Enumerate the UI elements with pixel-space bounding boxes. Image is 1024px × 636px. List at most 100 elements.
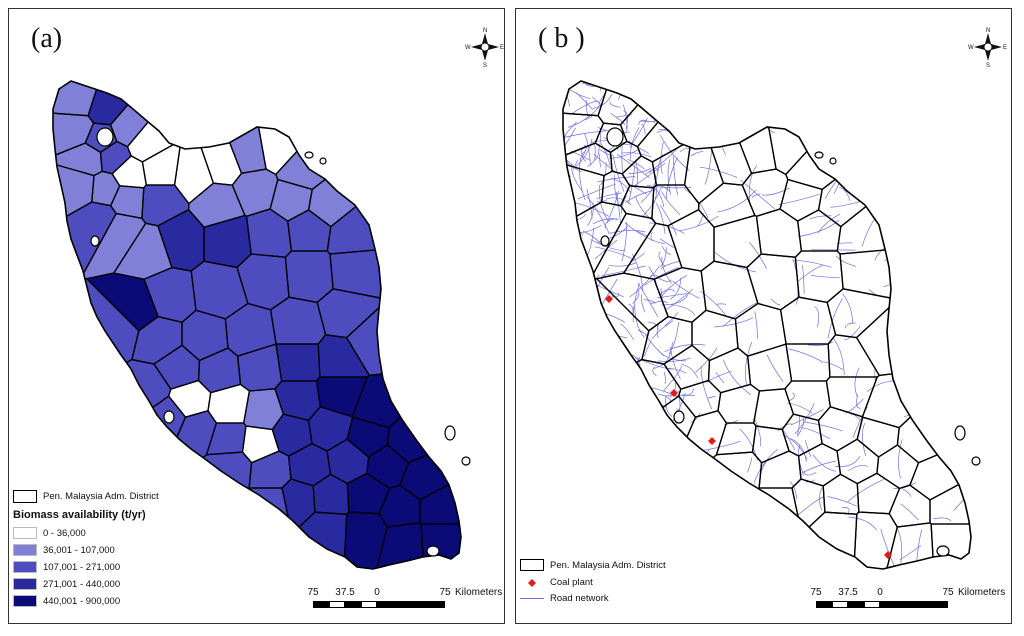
district-area — [80, 213, 146, 279]
district-area — [225, 303, 277, 357]
district-area — [243, 388, 284, 430]
road-segment — [636, 450, 643, 495]
district-area — [347, 473, 390, 514]
road-segment — [690, 412, 701, 423]
district-area — [168, 380, 211, 418]
road-segment — [651, 320, 674, 340]
road-segment — [623, 88, 644, 93]
road-segment — [624, 498, 634, 541]
district-area — [162, 488, 292, 569]
road-segment — [599, 154, 602, 168]
road-segment — [575, 92, 593, 110]
road-segment — [620, 195, 627, 214]
road-segment — [789, 392, 795, 401]
district-area — [249, 451, 291, 488]
road-segment — [796, 417, 805, 437]
road-segment — [599, 493, 612, 496]
road-segment — [795, 496, 824, 517]
road-segment — [753, 448, 779, 484]
road-segment — [670, 422, 680, 442]
legend-coal-label: Coal plant — [550, 577, 593, 588]
road-segment — [567, 295, 571, 331]
island — [163, 410, 175, 424]
road-segment — [563, 150, 582, 173]
road-segment — [659, 134, 690, 171]
scale-bar-a: 75 37.5 0 75 Kilometers — [299, 587, 502, 619]
scale-tick: 37.5 — [838, 587, 858, 598]
compass-n: N — [483, 28, 487, 34]
road-segment — [801, 427, 831, 440]
district-border — [751, 425, 790, 464]
road-segment — [595, 448, 617, 483]
road-segment — [563, 137, 569, 163]
district-border — [836, 106, 971, 255]
road-segment — [669, 277, 682, 300]
district-area — [204, 215, 252, 268]
district-area — [387, 356, 461, 463]
legend-class-label: 440,001 - 900,000 — [43, 595, 121, 607]
road-segment — [656, 324, 659, 338]
road-segment — [590, 449, 626, 454]
road-segment — [630, 367, 649, 405]
island — [319, 157, 327, 165]
compass-s: S — [986, 63, 990, 67]
district-border — [883, 522, 935, 569]
road-segment — [805, 479, 815, 483]
road-segment — [854, 367, 860, 397]
road-segment — [761, 187, 790, 196]
road-segment — [618, 485, 632, 530]
road-segment — [663, 365, 683, 391]
road-segment — [636, 421, 663, 428]
road-segment — [714, 317, 754, 328]
district-area — [110, 185, 144, 219]
district-border — [817, 81, 971, 228]
road-segment — [583, 115, 593, 121]
road-segment — [605, 471, 611, 508]
road-segment — [563, 243, 578, 258]
district-area — [91, 171, 120, 206]
road-segment — [722, 302, 758, 328]
legend-class-row: 0 - 36,000 — [13, 527, 86, 539]
road-segment — [675, 487, 684, 503]
road-segment — [636, 410, 648, 446]
island — [304, 151, 314, 159]
district-border — [734, 302, 787, 357]
district-border — [822, 473, 860, 515]
scale-tick: 75 — [942, 587, 954, 598]
road-segment — [604, 218, 618, 229]
scale-bar-b: 75 37.5 0 75 Kilometers — [802, 587, 1005, 619]
road-segment — [835, 456, 861, 467]
district-area — [318, 334, 370, 377]
road-segment — [591, 425, 596, 456]
road-segment — [580, 474, 605, 501]
road-segment — [633, 162, 666, 187]
road-segment — [576, 403, 589, 445]
road-segment — [597, 176, 636, 183]
road-segment — [836, 242, 853, 245]
road-segment — [563, 81, 571, 107]
district-border — [597, 81, 671, 126]
road-segment — [577, 183, 616, 200]
district-area — [237, 254, 289, 310]
road-segment — [679, 215, 719, 232]
road-segment — [609, 101, 621, 108]
road-segment — [661, 294, 689, 306]
district-border — [827, 334, 881, 378]
road-segment — [778, 193, 820, 206]
road-segment — [649, 274, 660, 278]
road-segment — [598, 458, 609, 465]
road-segment — [659, 89, 669, 112]
district-area — [142, 140, 181, 185]
road-segment — [672, 155, 679, 196]
road-segment — [572, 81, 577, 84]
district-area — [270, 297, 326, 344]
road-segment — [639, 377, 645, 405]
road-segment — [634, 368, 639, 397]
road-segment — [797, 415, 800, 435]
road-segment — [566, 265, 574, 271]
road-segment — [842, 293, 853, 324]
road-segment — [634, 305, 645, 338]
district-area — [188, 183, 245, 228]
road-segment — [587, 410, 593, 426]
district-area — [327, 108, 461, 254]
